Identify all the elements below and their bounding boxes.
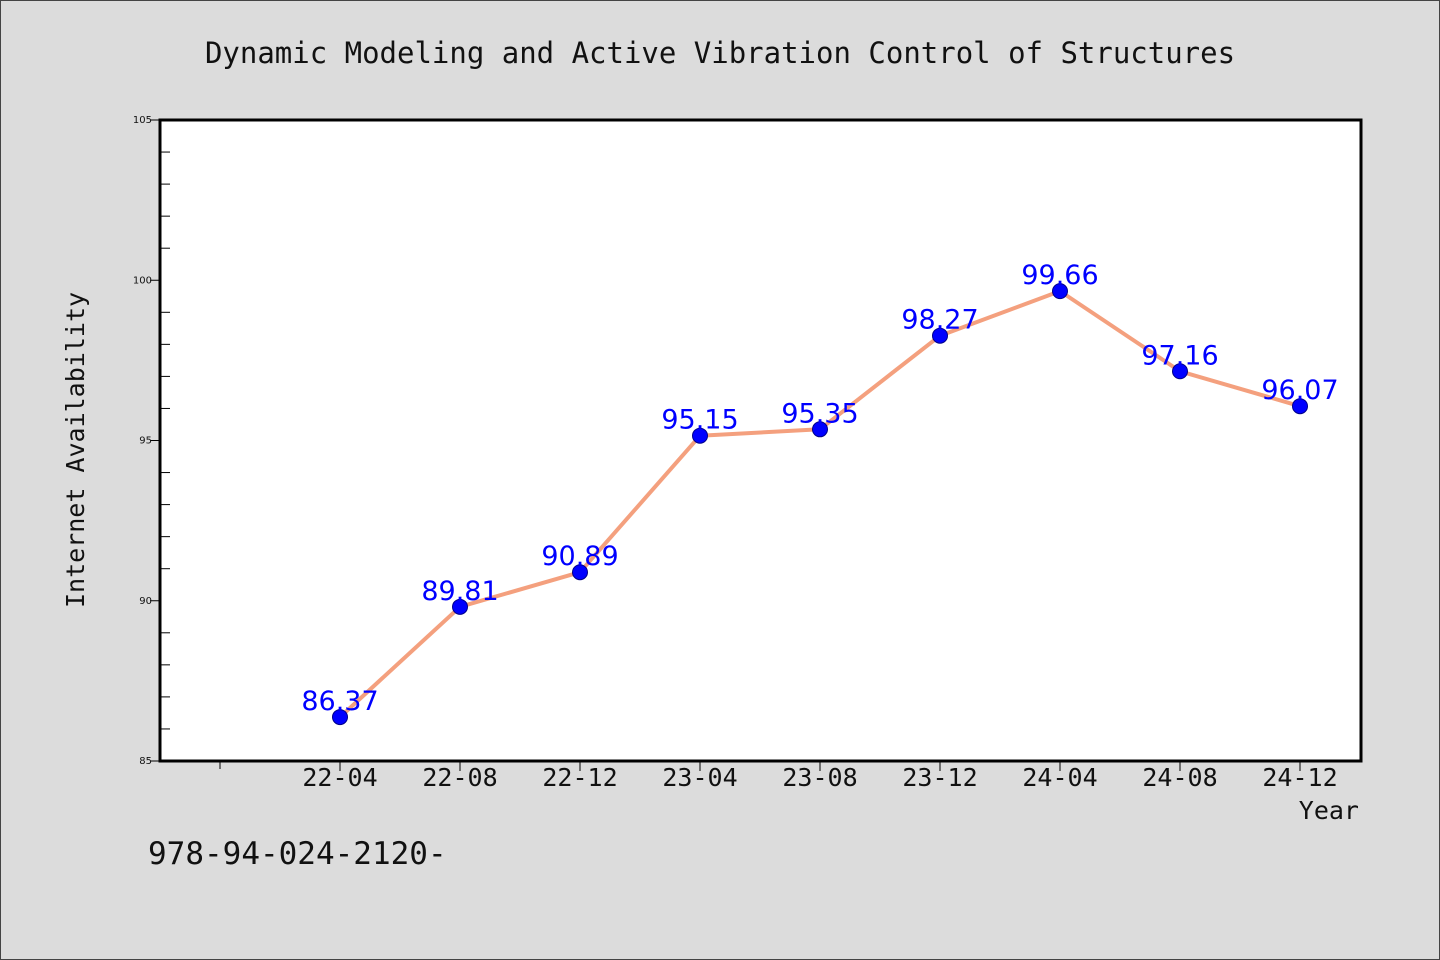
- x-tick-label: 23-04: [662, 763, 737, 792]
- x-tick-label: 24-12: [1262, 763, 1337, 792]
- data-point: [812, 421, 828, 438]
- x-tick-label: 23-12: [902, 763, 977, 792]
- data-label: 86.37: [301, 686, 378, 717]
- y-tick-label: 90: [139, 596, 152, 607]
- x-axis-label: Year: [1299, 796, 1359, 825]
- data-point: [452, 598, 468, 615]
- y-tick-label: 95: [139, 436, 152, 447]
- data-point: [1052, 283, 1068, 300]
- y-tick-label: 100: [133, 275, 152, 286]
- y-axis-label: Internet Availability: [61, 292, 90, 608]
- x-tick-label: 23-08: [782, 763, 857, 792]
- data-label: 96.07: [1261, 375, 1338, 406]
- plot-area: [158, 118, 1363, 763]
- data-point: [692, 427, 708, 444]
- data-label: 97.16: [1141, 340, 1218, 371]
- data-point: [932, 327, 948, 344]
- footer-text: 978-94-024-2120-: [148, 836, 447, 872]
- x-tick-label: 24-04: [1022, 763, 1097, 792]
- data-label: 89.81: [421, 576, 498, 607]
- chart-title: Dynamic Modeling and Active Vibration Co…: [205, 36, 1235, 70]
- y-tick-label: 105: [133, 115, 152, 126]
- data-label: 95.35: [781, 398, 858, 429]
- x-tick-label: 22-08: [422, 763, 497, 792]
- data-label: 90.89: [541, 541, 618, 572]
- data-label: 98.27: [901, 305, 978, 336]
- data-label: 99.66: [1021, 260, 1098, 291]
- data-point: [572, 564, 588, 581]
- data-label: 95.15: [661, 405, 738, 436]
- data-point: [1292, 398, 1308, 415]
- x-tick-label: 24-08: [1142, 763, 1217, 792]
- data-point: [332, 709, 348, 726]
- data-point: [1172, 363, 1188, 380]
- x-tick-label: 22-12: [542, 763, 617, 792]
- x-tick-label: 22-04: [302, 763, 377, 792]
- y-tick-label: 85: [139, 756, 152, 767]
